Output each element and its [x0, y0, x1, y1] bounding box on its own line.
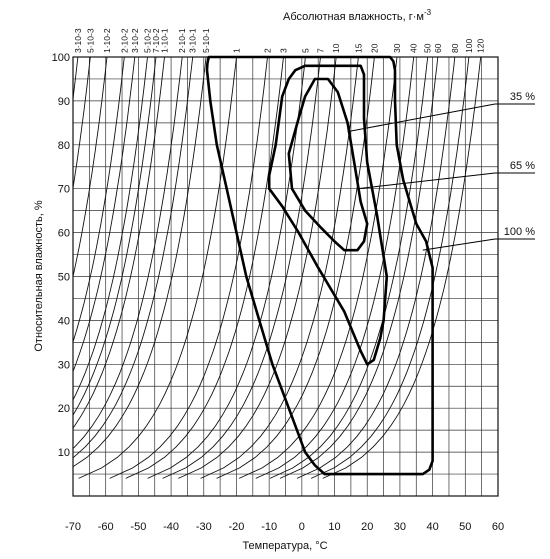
x-tick-label: -40: [163, 521, 179, 533]
top-tick-label: 5·10-1: [201, 28, 211, 53]
x-tick-label: 40: [426, 521, 438, 533]
top-tick-label: 1: [231, 48, 241, 53]
y-axis-label: Относительная влажность, %: [33, 200, 45, 352]
top-tick-label: 5: [300, 48, 310, 53]
isoline-10: [178, 57, 337, 479]
isoline-50: [269, 57, 429, 479]
isoline-100: [310, 57, 470, 479]
x-tick-label: 10: [328, 521, 340, 533]
top-tick-label: 1·10-1: [160, 28, 170, 53]
x-tick-labels: -70 -60 -50 -40 -30 -20 -10 0 10 20 30 40 50 60: [65, 521, 504, 533]
x-tick-label: 20: [361, 521, 373, 533]
isoline-1: [78, 57, 237, 479]
x-tick-label: 50: [459, 521, 471, 533]
top-axis-label: Абсолютная влажность, г·м-3: [283, 8, 432, 23]
top-tick-label: 15: [353, 43, 363, 53]
y-tick-label: 20: [58, 403, 70, 415]
y-tick-label: 50: [58, 272, 70, 284]
isoline-0.02: [73, 57, 125, 344]
top-tick-label: 5·10-2: [143, 28, 153, 53]
top-tick-label: 5·10-3: [85, 28, 95, 53]
top-tick-label: 50: [423, 43, 433, 53]
x-tick-label: -70: [65, 521, 81, 533]
x-tick-label: -20: [229, 521, 245, 533]
isoline-0.05: [73, 57, 148, 401]
y-tick-label: 40: [58, 315, 70, 327]
legend-leader-0: [422, 238, 496, 251]
top-tick-label: 100: [464, 39, 474, 53]
isoline-0.01: [73, 57, 108, 279]
x-tick-label: 60: [492, 521, 504, 533]
top-tick-label: 80: [450, 43, 460, 53]
top-tick-label: 2·10-2: [119, 28, 129, 53]
top-tick-label: 120: [476, 39, 486, 53]
top-tick-label: 2: [263, 48, 273, 53]
y-tick-labels: 10 20 30 40 50 60 70 80 90 100: [52, 52, 70, 459]
x-tick-label: -50: [130, 521, 146, 533]
top-tick-label: 3: [279, 48, 289, 53]
top-tick-label: 7·10-2: [151, 28, 161, 53]
top-tick-label: 3·10-2: [130, 28, 140, 53]
top-tick-label: 60: [433, 43, 443, 53]
y-tick-label: 10: [58, 447, 70, 459]
isoline-15: [200, 57, 359, 479]
isoline-80: [296, 57, 456, 479]
isoline-0.03: [73, 57, 136, 373]
top-tick-label: 20: [369, 43, 379, 53]
x-tick-label: 30: [394, 521, 406, 533]
top-axis-label-superscript: -3: [424, 8, 432, 17]
top-tick-label: 10: [331, 43, 341, 53]
y-tick-label: 70: [58, 184, 70, 196]
top-tick-label: 2·10-1: [177, 28, 187, 53]
legend-label-2: 35 %: [510, 91, 535, 103]
y-tick-label: 100: [52, 52, 70, 64]
isoline-2: [109, 57, 268, 479]
top-axis-tick-labels: 3·10-3 5·10-3 1·10-2 2·10-2 3·10-2 5·10-27·10…: [73, 28, 486, 53]
top-tick-label: 30: [392, 43, 402, 53]
x-tick-label: -10: [261, 521, 277, 533]
y-tick-label: 60: [58, 228, 70, 240]
legend: 100 % 65 % 35 %: [504, 91, 535, 238]
top-tick-label: 3·10-3: [73, 28, 83, 53]
isoline-3: [125, 57, 284, 479]
legend-label-0: 100 %: [504, 226, 535, 238]
grid: [73, 57, 498, 496]
isoline-60: [279, 57, 439, 479]
isoline-0.5: [73, 57, 207, 468]
y-tick-label: 80: [58, 140, 70, 152]
legend-leaders: [347, 103, 535, 251]
x-tick-label: -30: [196, 521, 212, 533]
top-tick-label: 40: [409, 43, 419, 53]
x-tick-label: 0: [299, 521, 305, 533]
isoline-7: [162, 57, 321, 479]
top-axis-label-main: Абсолютная влажность, г·м: [283, 11, 424, 23]
series-contour-2: [287, 77, 369, 252]
absolute-humidity-isolines: [73, 57, 482, 479]
y-tick-label: 90: [58, 96, 70, 108]
isoline-40: [255, 57, 415, 479]
top-tick-label: 1·10-2: [102, 28, 112, 53]
top-tick-label: 3·10-1: [188, 28, 198, 53]
isoline-30: [238, 57, 398, 479]
x-axis-label: Температура, °С: [242, 540, 327, 552]
top-tick-label: 7: [315, 48, 325, 53]
legend-leader-1: [357, 172, 496, 190]
x-tick-label: -60: [98, 521, 114, 533]
legend-label-1: 65 %: [510, 160, 535, 172]
isoline-0.07: [73, 57, 157, 417]
isoline-0.1: [73, 57, 165, 429]
isoline-0.3: [73, 57, 194, 459]
legend-leader-2: [347, 103, 496, 133]
isoline-0.005: [73, 57, 91, 191]
y-tick-label: 30: [58, 359, 70, 371]
isoline-120: [322, 57, 482, 479]
series-contour-1: [267, 64, 389, 366]
isoline-0.2: [73, 57, 183, 450]
